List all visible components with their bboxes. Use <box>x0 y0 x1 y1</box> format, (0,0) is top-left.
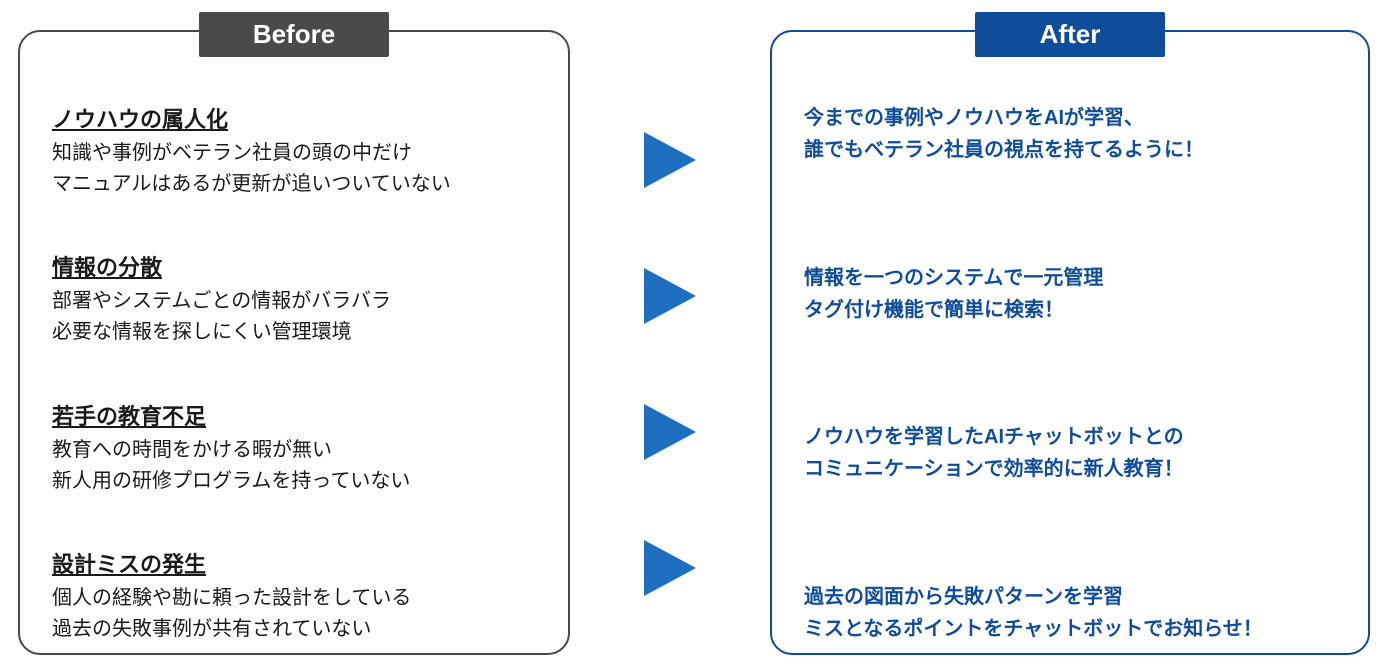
after-tab: After <box>975 12 1165 57</box>
arrow-column <box>600 100 740 628</box>
after-item-desc: 過去の図面から失敗パターンを学習 ミスとなるポイントをチャットボットでお知らせ！ <box>804 581 1344 645</box>
before-panel: Before ノウハウの属人化 知識や事例がベテラン社員の頭の中だけ マニュアル… <box>18 30 570 655</box>
before-item: 情報の分散 部署やシステムごとの情報がバラバラ 必要な情報を探しにくい管理環境 <box>52 250 544 348</box>
after-item-desc: 情報を一つのシステムで一元管理 タグ付け機能で簡単に検索！ <box>804 262 1344 326</box>
arrow-icon <box>644 236 696 356</box>
before-tab: Before <box>199 12 389 57</box>
arrow-icon <box>644 100 696 220</box>
before-item-title: 若手の教育不足 <box>52 399 544 431</box>
after-items: 今までの事例やノウハウをAIが学習、 誰でもベテラン社員の視点を持てるように！ … <box>804 102 1344 645</box>
before-item-desc: 部署やシステムごとの情報がバラバラ 必要な情報を探しにくい管理環境 <box>52 286 544 348</box>
before-item-title: 設計ミスの発生 <box>52 547 544 579</box>
after-item-desc: ノウハウを学習したAIチャットボットとの コミュニケーションで効率的に新人教育！ <box>804 421 1344 485</box>
after-item-desc: 今までの事例やノウハウをAIが学習、 誰でもベテラン社員の視点を持てるように！ <box>804 102 1344 166</box>
before-item: ノウハウの属人化 知識や事例がベテラン社員の頭の中だけ マニュアルはあるが更新が… <box>52 102 544 200</box>
before-item-desc: 個人の経験や勘に頼った設計をしている 過去の失敗事例が共有されていない <box>52 583 544 645</box>
before-item-desc: 教育への時間をかける暇が無い 新人用の研修プログラムを持っていない <box>52 435 544 497</box>
after-item: 情報を一つのシステムで一元管理 タグ付け機能で簡単に検索！ <box>804 262 1344 326</box>
before-item: 設計ミスの発生 個人の経験や勘に頼った設計をしている 過去の失敗事例が共有されて… <box>52 547 544 645</box>
before-items: ノウハウの属人化 知識や事例がベテラン社員の頭の中だけ マニュアルはあるが更新が… <box>52 102 544 645</box>
arrow-icon <box>644 508 696 628</box>
after-item: 今までの事例やノウハウをAIが学習、 誰でもベテラン社員の視点を持てるように！ <box>804 102 1344 166</box>
before-item-title: ノウハウの属人化 <box>52 102 544 134</box>
before-item: 若手の教育不足 教育への時間をかける暇が無い 新人用の研修プログラムを持っていな… <box>52 399 544 497</box>
after-item: 過去の図面から失敗パターンを学習 ミスとなるポイントをチャットボットでお知らせ！ <box>804 581 1344 645</box>
after-item: ノウハウを学習したAIチャットボットとの コミュニケーションで効率的に新人教育！ <box>804 421 1344 485</box>
arrow-icon <box>644 372 696 492</box>
before-item-desc: 知識や事例がベテラン社員の頭の中だけ マニュアルはあるが更新が追いついていない <box>52 138 544 200</box>
before-item-title: 情報の分散 <box>52 250 544 282</box>
after-panel: After 今までの事例やノウハウをAIが学習、 誰でもベテラン社員の視点を持て… <box>770 30 1370 655</box>
